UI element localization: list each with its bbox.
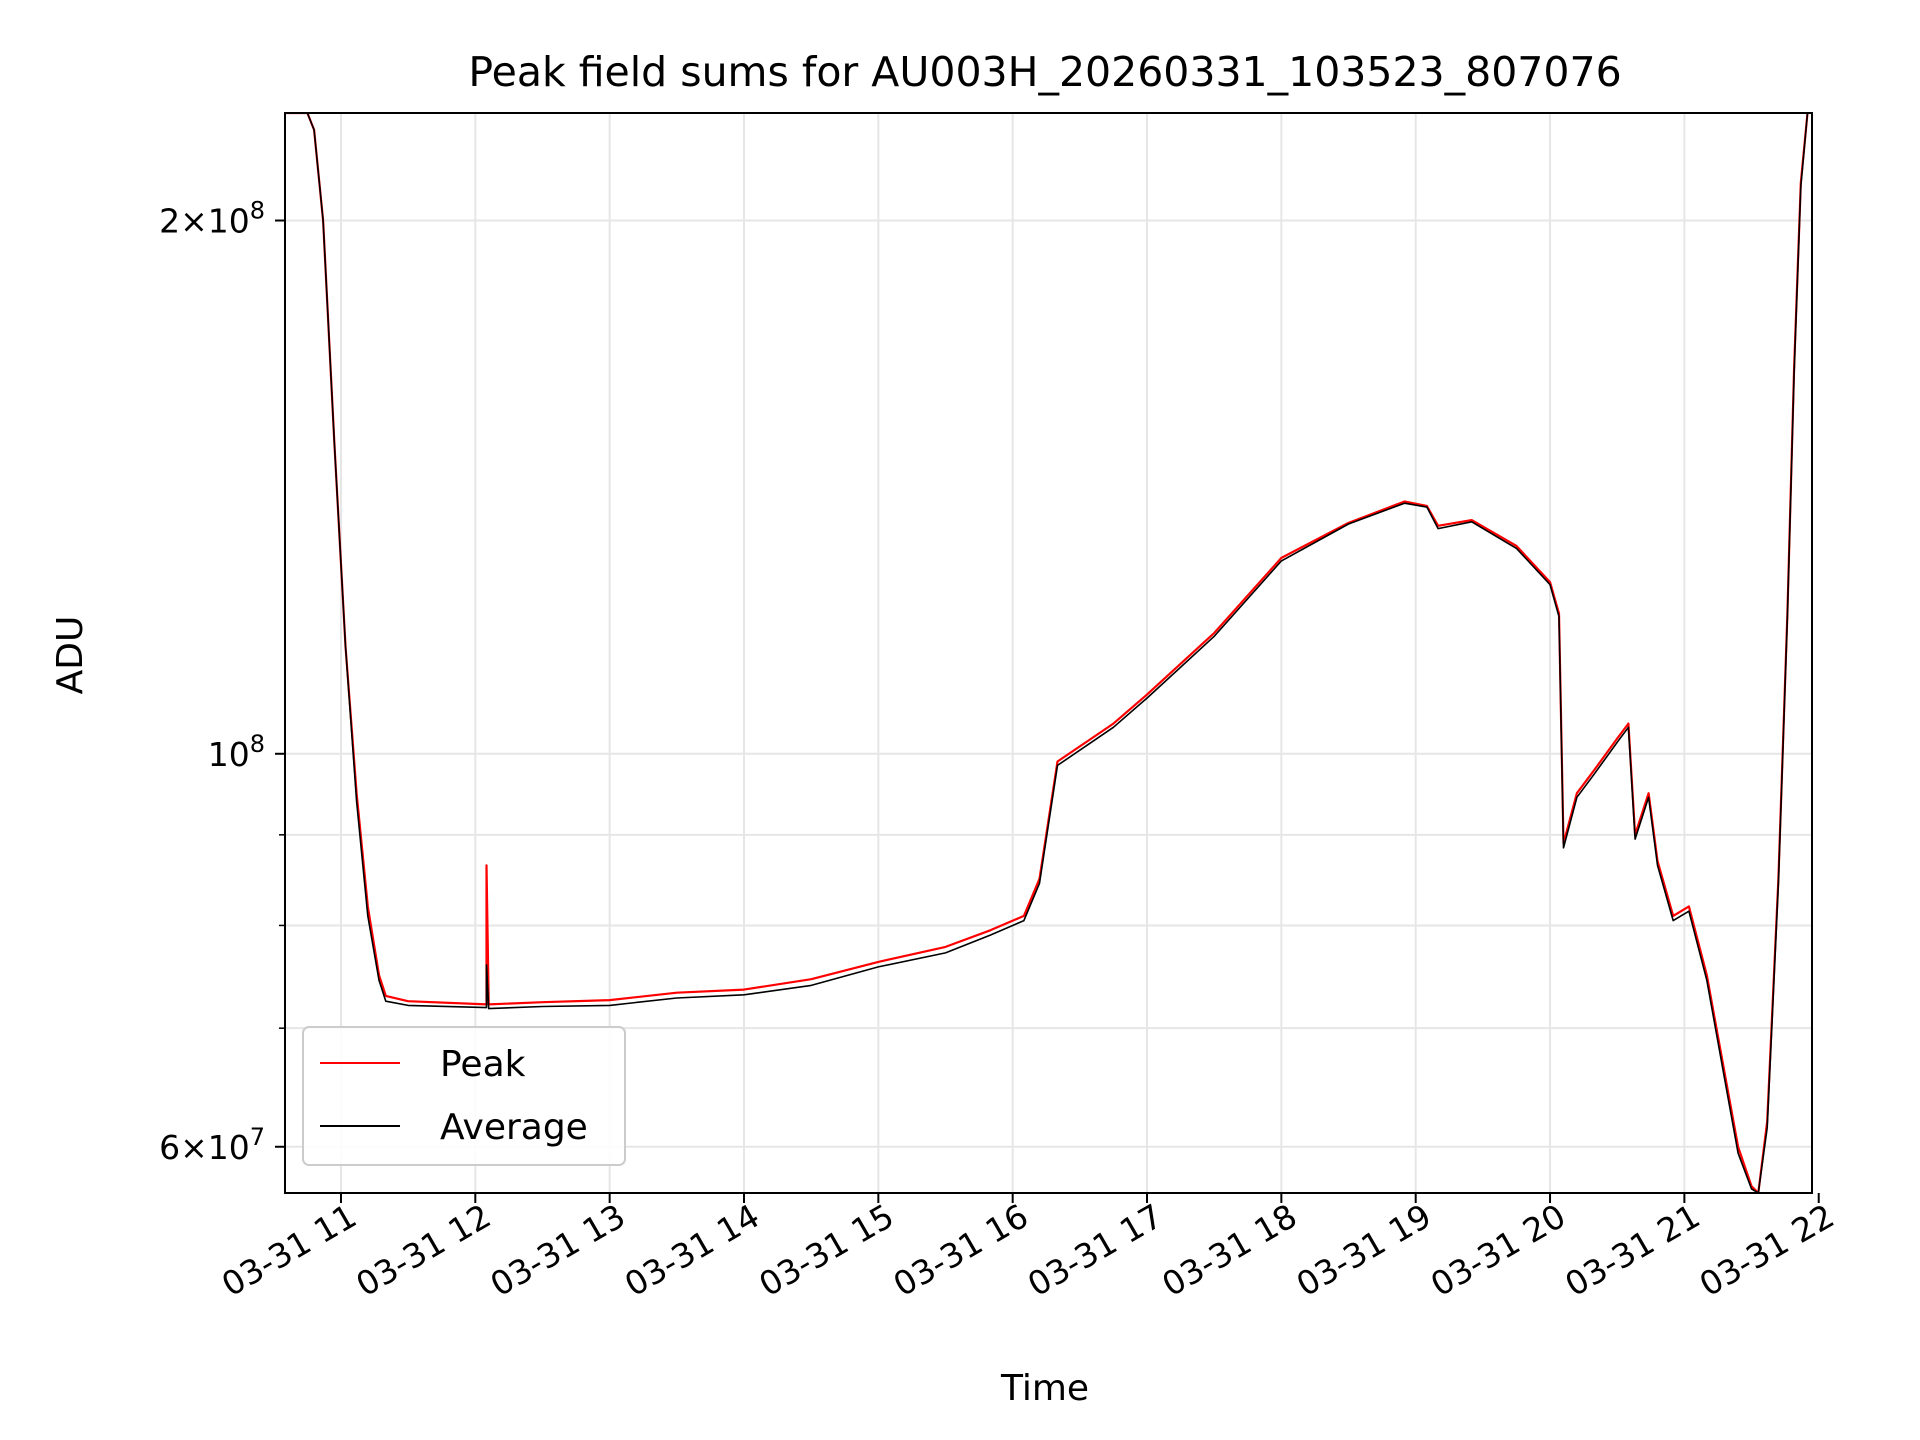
y-axis: 2×108 108 6×107 [159,197,285,1167]
axes-frame [284,112,1813,1194]
legend-entry: Average [440,1107,588,1148]
y-tick-label: 2×108 [159,197,265,241]
legend-entry: Peak [440,1044,526,1085]
series-line-peak [285,113,1809,1193]
series-layer [285,113,1809,1193]
legend: Peak Average [302,1026,626,1166]
x-axis-title: Time [1000,1368,1089,1409]
y-axis-title: ADU [50,616,91,695]
series-line-average [285,113,1809,1193]
chart-title: Peak field sums for AU003H_20260331_1035… [468,48,1621,96]
y-tick-label: 6×107 [159,1123,265,1167]
y-tick-label: 108 [208,730,265,774]
legend-box [302,1026,626,1166]
